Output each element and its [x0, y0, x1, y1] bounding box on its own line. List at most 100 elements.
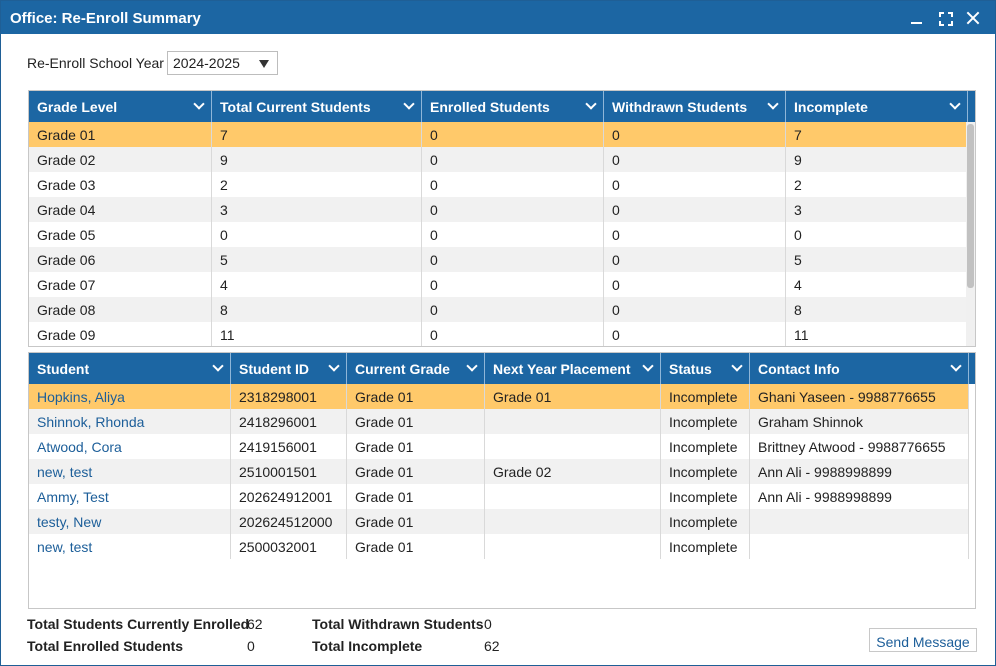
- grade-cell: 5: [786, 247, 968, 272]
- grade-cell: Grade 08: [29, 297, 212, 322]
- grade-row[interactable]: Grade 03 2 0 0 2: [29, 172, 968, 197]
- grade-cell: Grade 03: [29, 172, 212, 197]
- school-year-select[interactable]: 2024-2025: [167, 51, 278, 75]
- student-cell[interactable]: new, test: [29, 534, 231, 559]
- student-cell: 202624912001: [231, 484, 347, 509]
- student-row[interactable]: new, test 2510001501 Grade 01 Grade 02 Incom…: [29, 459, 969, 484]
- grade-cell: 0: [604, 247, 786, 272]
- maximize-icon[interactable]: [936, 8, 956, 28]
- student-cell[interactable]: testy, New: [29, 509, 231, 534]
- chevron-down-icon[interactable]: [767, 98, 779, 110]
- student-column-header[interactable]: Status: [661, 353, 750, 384]
- grade-grid-scrollbar[interactable]: [966, 122, 975, 346]
- chevron-down-icon[interactable]: [328, 360, 340, 372]
- student-grid-header: Student Student ID Current Grade Next Year …: [29, 353, 975, 384]
- student-cell: Grade 02: [485, 459, 661, 484]
- grade-column-header[interactable]: Enrolled Students: [422, 91, 604, 122]
- total-withdrawn-value: 0: [484, 616, 492, 632]
- grade-cell: 9: [786, 147, 968, 172]
- total-enrolled-label: Total Enrolled Students: [27, 638, 184, 654]
- close-icon[interactable]: [964, 8, 984, 28]
- student-row[interactable]: Ammy, Test 202624912001 Grade 01 Incomplete…: [29, 484, 969, 509]
- student-row[interactable]: Hopkins, Aliya 2318298001 Grade 01 Grade 01…: [29, 384, 969, 409]
- student-cell[interactable]: Shinnok, Rhonda: [29, 409, 231, 434]
- student-column-header[interactable]: Student ID: [231, 353, 347, 384]
- grade-cell: Grade 05: [29, 222, 212, 247]
- scrollbar-thumb[interactable]: [967, 124, 974, 288]
- school-year-value: 2024-2025: [173, 55, 240, 71]
- chevron-down-icon[interactable]: [950, 360, 962, 372]
- grade-row[interactable]: Grade 01 7 0 0 7: [29, 122, 968, 147]
- chevron-down-icon[interactable]: [949, 98, 961, 110]
- grade-cell: 0: [422, 147, 604, 172]
- grade-cell: 7: [786, 122, 968, 147]
- chevron-down-icon[interactable]: [585, 98, 597, 110]
- student-cell: Incomplete: [661, 434, 750, 459]
- grade-row[interactable]: Grade 09 11 0 0 11: [29, 322, 968, 346]
- grade-column-header[interactable]: Total Current Students: [212, 91, 422, 122]
- student-cell: 2418296001: [231, 409, 347, 434]
- student-cell: Incomplete: [661, 459, 750, 484]
- grade-row[interactable]: Grade 05 0 0 0 0: [29, 222, 968, 247]
- student-cell: Incomplete: [661, 384, 750, 409]
- grade-cell: Grade 06: [29, 247, 212, 272]
- student-row[interactable]: new, test 2500032001 Grade 01 Incomplete: [29, 534, 969, 559]
- student-cell: Graham Shinnok: [750, 409, 969, 434]
- student-cell: Incomplete: [661, 409, 750, 434]
- grade-grid-body: Grade 01 7 0 0 7 Grade 02 9 0 0 9 Grade 03 2 0 0 2 Grad…: [29, 122, 968, 346]
- grade-cell: 2: [786, 172, 968, 197]
- grade-column-header[interactable]: Withdrawn Students: [604, 91, 786, 122]
- grade-cell: Grade 09: [29, 322, 212, 346]
- student-cell: Grade 01: [347, 384, 485, 409]
- chevron-down-icon[interactable]: [642, 360, 654, 372]
- student-cell: Brittney Atwood - 9988776655: [750, 434, 969, 459]
- student-row[interactable]: Atwood, Cora 2419156001 Grade 01 Incomplete…: [29, 434, 969, 459]
- student-cell: 202624512000: [231, 509, 347, 534]
- chevron-down-icon[interactable]: [731, 360, 743, 372]
- send-message-button[interactable]: Send Message: [869, 628, 977, 652]
- grade-cell: 0: [422, 197, 604, 222]
- grade-row[interactable]: Grade 04 3 0 0 3: [29, 197, 968, 222]
- student-column-header[interactable]: Next Year Placement: [485, 353, 661, 384]
- student-row[interactable]: Shinnok, Rhonda 2418296001 Grade 01 Incompl…: [29, 409, 969, 434]
- grade-row[interactable]: Grade 07 4 0 0 4: [29, 272, 968, 297]
- grade-row[interactable]: Grade 06 5 0 0 5: [29, 247, 968, 272]
- grade-column-header[interactable]: Incomplete: [786, 91, 968, 122]
- chevron-down-icon[interactable]: [466, 360, 478, 372]
- student-column-header[interactable]: Student: [29, 353, 231, 384]
- student-grid: Student Student ID Current Grade Next Year …: [28, 352, 976, 609]
- student-cell[interactable]: Atwood, Cora: [29, 434, 231, 459]
- grade-cell: 0: [604, 122, 786, 147]
- student-cell: [485, 409, 661, 434]
- grade-cell: 0: [604, 172, 786, 197]
- grade-cell: 0: [422, 322, 604, 346]
- grade-cell: 8: [212, 297, 422, 322]
- column-header-label: Student ID: [239, 361, 309, 377]
- grade-cell: 0: [422, 247, 604, 272]
- student-column-header[interactable]: Current Grade: [347, 353, 485, 384]
- student-cell[interactable]: Hopkins, Aliya: [29, 384, 231, 409]
- student-cell[interactable]: Ammy, Test: [29, 484, 231, 509]
- column-header-label: Status: [669, 361, 712, 377]
- student-column-header[interactable]: Contact Info: [750, 353, 969, 384]
- grade-cell: Grade 02: [29, 147, 212, 172]
- chevron-down-icon[interactable]: [212, 360, 224, 372]
- grade-row[interactable]: Grade 08 8 0 0 8: [29, 297, 968, 322]
- student-cell: Grade 01: [347, 534, 485, 559]
- student-cell: Grade 01: [347, 484, 485, 509]
- chevron-down-icon[interactable]: [193, 98, 205, 110]
- minimize-icon[interactable]: [907, 8, 927, 28]
- grade-row[interactable]: Grade 02 9 0 0 9: [29, 147, 968, 172]
- column-header-label: Current Grade: [355, 361, 450, 377]
- student-cell: 2419156001: [231, 434, 347, 459]
- student-cell[interactable]: new, test: [29, 459, 231, 484]
- student-cell: [485, 509, 661, 534]
- chevron-down-icon[interactable]: [403, 98, 415, 110]
- grade-column-header[interactable]: Grade Level: [29, 91, 212, 122]
- grade-cell: 0: [604, 222, 786, 247]
- grade-cell: 0: [422, 297, 604, 322]
- grade-cell: 2: [212, 172, 422, 197]
- student-cell: [750, 509, 969, 534]
- student-row[interactable]: testy, New 202624512000 Grade 01 Incomplete: [29, 509, 969, 534]
